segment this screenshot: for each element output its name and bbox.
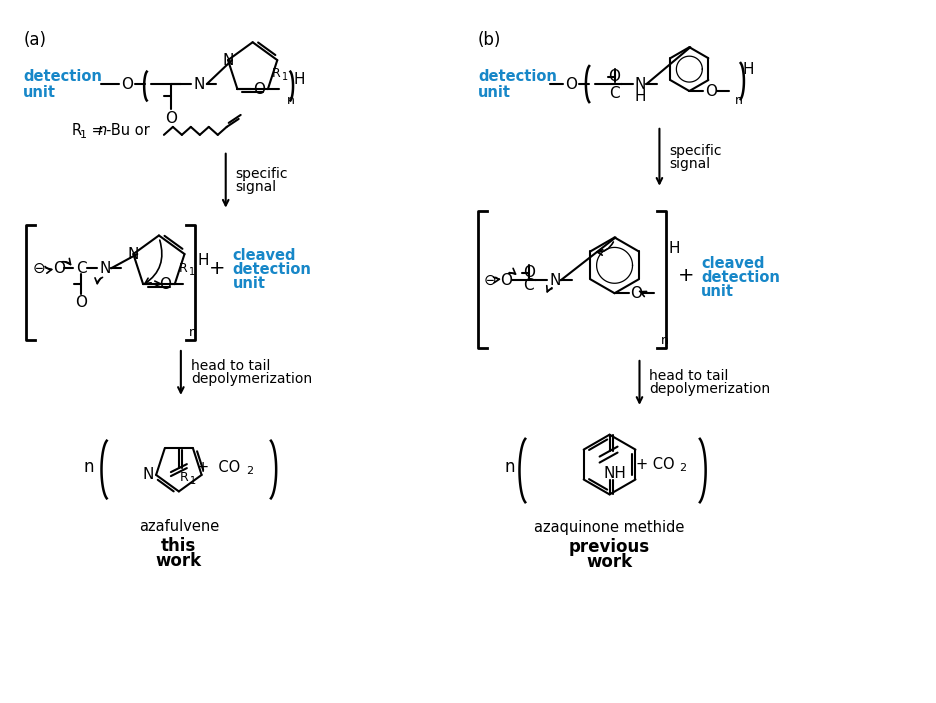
Text: cleaved: cleaved [233,248,297,263]
Text: detection: detection [701,270,781,285]
Text: -Bu or: -Bu or [106,123,150,138]
Text: =: = [87,123,104,138]
Text: specific: specific [669,144,722,157]
Text: n: n [661,333,668,347]
Text: detection: detection [233,262,312,277]
Text: (b): (b) [478,31,502,49]
Text: R: R [71,123,81,138]
Text: O: O [254,82,265,96]
Text: work: work [155,552,202,570]
Text: R: R [180,471,188,484]
Text: C: C [609,86,620,101]
Text: n: n [287,94,295,108]
Text: N: N [127,247,139,262]
Text: N: N [193,77,204,91]
Text: O: O [159,276,171,292]
Text: depolymerization: depolymerization [650,382,770,396]
Text: n: n [189,325,197,339]
Text: N: N [142,467,154,482]
Text: unit: unit [233,276,266,291]
Text: 1: 1 [189,267,195,277]
Text: N: N [99,261,110,276]
Text: O: O [121,77,133,91]
Text: 1: 1 [80,130,87,140]
Text: ⊖: ⊖ [33,261,46,276]
Text: (a): (a) [23,31,46,49]
Text: H: H [668,241,680,256]
Text: R: R [271,67,280,79]
Text: signal: signal [669,157,710,171]
Text: O: O [500,273,512,288]
Text: NH: NH [603,466,626,481]
Text: 2: 2 [245,465,253,475]
Text: 2: 2 [680,463,686,472]
Text: detection: detection [23,69,102,84]
Text: O: O [564,77,577,91]
Text: n: n [505,458,515,475]
Text: 1: 1 [190,477,196,486]
Text: +  CO: + CO [197,460,241,475]
Text: H: H [635,89,646,103]
Text: unit: unit [478,84,511,100]
Text: O: O [608,69,621,84]
Text: +: + [678,266,695,285]
Text: O: O [165,111,177,127]
Text: this: this [161,537,197,555]
Text: azafulvene: azafulvene [139,519,219,534]
Text: head to tail: head to tail [191,359,271,373]
Text: N: N [635,77,646,91]
Text: +: + [209,259,226,278]
Text: + CO: + CO [636,457,675,472]
Text: ⊖: ⊖ [484,273,496,288]
Text: O: O [75,295,87,310]
Text: work: work [587,553,633,571]
Text: C: C [76,261,86,276]
Text: depolymerization: depolymerization [191,373,312,387]
Text: specific: specific [236,167,288,181]
Text: O: O [53,261,66,276]
Text: detection: detection [478,69,557,84]
Text: n: n [97,123,107,138]
Text: n: n [736,94,743,108]
Text: N: N [222,53,234,67]
Text: 1: 1 [282,72,288,82]
Text: cleaved: cleaved [701,256,765,271]
Text: azaquinone methide: azaquinone methide [534,520,685,535]
Text: O: O [631,285,642,301]
Text: R: R [179,262,187,275]
Text: H: H [294,72,305,86]
Text: O: O [705,84,717,98]
Text: H: H [742,62,753,77]
Text: previous: previous [569,538,651,556]
Text: unit: unit [701,284,735,299]
Text: signal: signal [236,180,277,194]
Text: C: C [523,278,534,292]
Text: N: N [549,273,561,288]
Text: n: n [84,458,95,475]
Text: O: O [523,265,534,280]
Text: unit: unit [23,84,56,100]
Text: H: H [197,253,209,268]
Text: head to tail: head to tail [650,369,729,383]
